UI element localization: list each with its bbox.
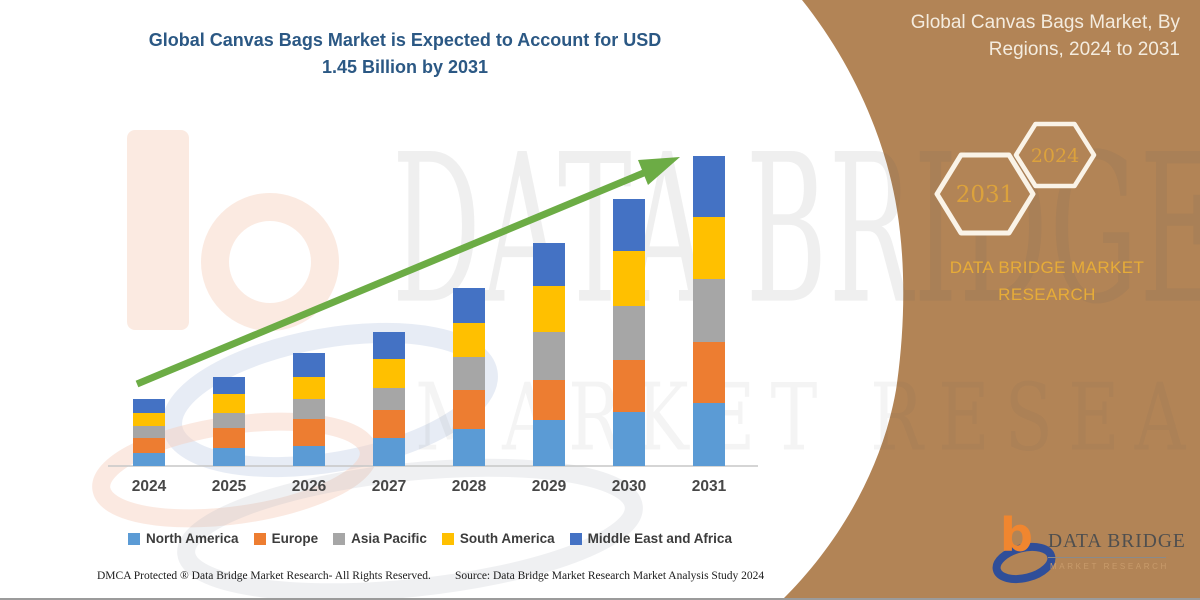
hexagon-2031-icon — [934, 152, 1036, 236]
legend-label: North America — [146, 531, 239, 546]
chart-legend: North America Europe Asia Pacific South Ame… — [95, 531, 765, 546]
chart-title-line1: Global Canvas Bags Market is Expected to… — [148, 30, 662, 50]
legend-swatch-icon — [128, 532, 141, 545]
hexagon-2024-icon — [1013, 121, 1097, 189]
legend-label: Middle East and Africa — [587, 531, 732, 546]
source-note: Source: Data Bridge Market Research Mark… — [455, 570, 765, 582]
brand-caption: DATA BRIDGE MARKET RESEARCH — [949, 258, 1145, 305]
hexagon-year-2024: 2024 — [1030, 145, 1080, 167]
legend-item: Middle East and Africa — [569, 531, 732, 546]
chart-title: Global Canvas Bags Market is Expected to… — [105, 27, 705, 81]
logo-underline — [1048, 557, 1166, 558]
dmca-notice: DMCA Protected ® Data Bridge Market Rese… — [97, 570, 431, 582]
chart-title-line2: 1.45 Billion by 2031 — [321, 57, 489, 77]
legend-label: Asia Pacific — [351, 531, 427, 546]
sidebar-shape — [782, 0, 1200, 600]
sidebar-heading: Global Canvas Bags Market, By Regions, 2… — [910, 12, 1180, 60]
legend-label: South America — [459, 531, 555, 546]
legend-swatch-icon — [569, 532, 582, 545]
legend-item: North America — [128, 531, 239, 546]
hexagon-year-2031: 2031 — [955, 182, 1015, 208]
legend-label: Europe — [271, 531, 319, 546]
legend-item: Asia Pacific — [333, 531, 427, 546]
bottom-border — [0, 598, 1200, 600]
legend-swatch-icon — [253, 532, 266, 545]
legend-item: Europe — [253, 531, 319, 546]
logo-subtext: MARKET RESEARCH — [1050, 562, 1169, 571]
logo-swoosh-icon — [992, 542, 1056, 584]
legend-item: South America — [441, 531, 555, 546]
legend-swatch-icon — [333, 532, 346, 545]
trend-arrow-icon — [135, 157, 680, 388]
logo-b-icon: b — [1000, 508, 1033, 562]
legend-swatch-icon — [441, 532, 454, 545]
logo-wordmark: DATA BRIDGE — [1048, 531, 1186, 552]
